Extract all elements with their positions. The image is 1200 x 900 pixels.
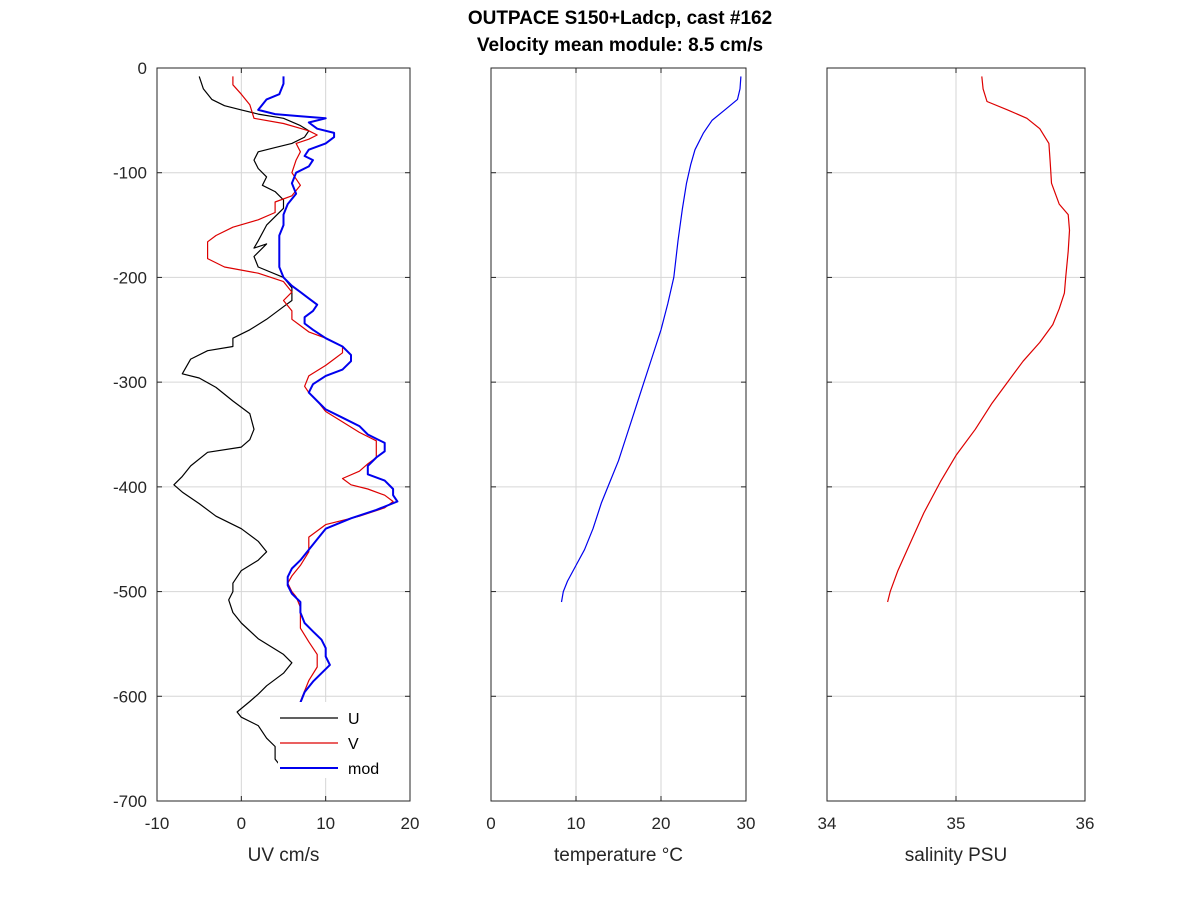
x-tick-label: 20	[652, 814, 671, 833]
x-tick-label: -10	[145, 814, 170, 833]
y-tick-label: -100	[113, 164, 147, 183]
y-tick-label: -600	[113, 687, 147, 706]
x-tick-label: 30	[737, 814, 756, 833]
figure-title-line1: OUTPACE S150+Ladcp, cast #162	[468, 8, 772, 29]
y-tick-label: -400	[113, 478, 147, 497]
x-tick-label: 34	[818, 814, 837, 833]
legend-label-v: V	[348, 736, 359, 753]
x-tick-label: 20	[401, 814, 420, 833]
x-tick-label: 36	[1076, 814, 1095, 833]
y-tick-label: -500	[113, 583, 147, 602]
y-tick-label: 0	[138, 59, 147, 78]
series-line-2	[887, 76, 1071, 603]
plot-area	[490, 67, 747, 802]
figure-title-line2: Velocity mean module: 8.5 cm/s	[477, 35, 763, 56]
plot-frame	[826, 67, 1086, 802]
panel-1: 0 10 20 30 temperature °C	[486, 67, 756, 866]
series-line-mod	[257, 76, 399, 762]
x-tick-label: 35	[947, 814, 966, 833]
x-axis-label: salinity PSU	[905, 845, 1007, 866]
x-axis-label: temperature °C	[554, 845, 683, 866]
y-tick-label: -200	[113, 268, 147, 287]
x-axis-label: UV cm/s	[248, 845, 320, 866]
series-line-u	[173, 76, 310, 765]
legend-label-mod: mod	[348, 761, 379, 778]
legend-box	[278, 702, 390, 778]
panel-2: 34 35 36 salinity PSU	[818, 67, 1095, 866]
legend-label-u: U	[348, 711, 360, 728]
x-tick-label: 10	[316, 814, 335, 833]
y-tick-label: -300	[113, 373, 147, 392]
series-line-1	[560, 76, 742, 603]
x-tick-label: 0	[486, 814, 495, 833]
panel-0: -10 0 10 200-100-200-300-400-500-600-700UV …	[113, 59, 419, 866]
plot-area	[156, 67, 411, 802]
x-tick-label: 10	[567, 814, 586, 833]
y-tick-label: -700	[113, 792, 147, 811]
x-tick-label: 0	[237, 814, 246, 833]
plot-frame	[156, 67, 411, 802]
plot-frame	[490, 67, 747, 802]
